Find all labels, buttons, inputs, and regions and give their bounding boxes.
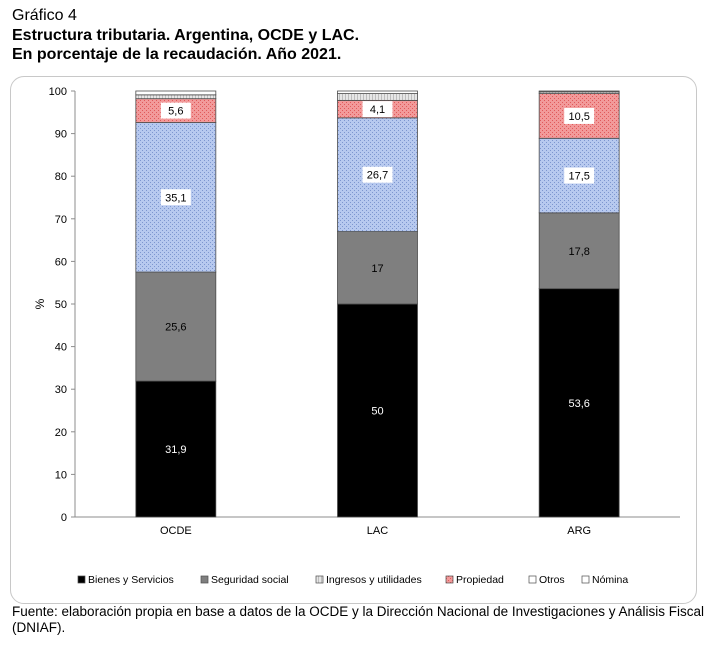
y-tick-label: 40 <box>55 342 67 354</box>
data-label: 10,5 <box>568 111 589 123</box>
data-label: 4,1 <box>370 104 385 116</box>
x-tick-label: OCDE <box>160 525 192 537</box>
bar-segment <box>538 90 620 93</box>
source-note: Fuente: elaboración propia en base a dat… <box>12 604 704 635</box>
y-tick-label: 20 <box>55 427 67 439</box>
data-label: 17,5 <box>568 171 589 183</box>
y-tick-label: 80 <box>55 171 67 183</box>
legend-swatch <box>445 575 454 584</box>
legend-swatch <box>200 575 209 584</box>
legend-label: Bienes y Servicios <box>88 574 174 586</box>
figure-caption: Gráfico 4 <box>12 7 77 24</box>
bar-segment <box>538 288 620 518</box>
legend-swatch <box>315 575 324 584</box>
legend-label: Ingresos y utilidades <box>326 574 422 586</box>
data-label: 50 <box>371 406 383 418</box>
y-tick-label: 60 <box>55 256 67 268</box>
y-tick-label: 50 <box>55 299 67 311</box>
data-label-box <box>362 166 393 183</box>
bar-segment <box>337 93 418 101</box>
legend-label: Otros <box>539 574 565 586</box>
data-label-box <box>362 101 393 118</box>
x-tick-label: LAC <box>367 525 388 537</box>
bar-segment <box>135 90 217 96</box>
data-label: 5,6 <box>168 106 183 118</box>
data-label: 53,6 <box>568 398 589 410</box>
legend-label: Seguridad social <box>211 574 289 586</box>
legend-swatch <box>77 575 86 584</box>
y-tick-label: 10 <box>55 469 67 481</box>
bar-segment <box>337 231 418 305</box>
chart-title-line-1: Estructura tributaria. Argentina, OCDE y… <box>12 27 360 44</box>
data-label: 17,8 <box>568 246 589 258</box>
bar-segment <box>135 94 217 100</box>
legend-label: Nómina <box>592 574 628 586</box>
bar-segment <box>337 90 418 94</box>
y-tick-label: 70 <box>55 214 67 226</box>
data-label: 35,1 <box>165 192 186 204</box>
data-label: 26,7 <box>367 170 388 182</box>
data-label-box <box>160 189 191 206</box>
chart-header: Gráfico 4 Estructura tributaria. Argenti… <box>12 6 359 64</box>
y-tick-label: 0 <box>61 512 67 524</box>
y-axis-label: % <box>33 298 47 309</box>
y-tick-label: 30 <box>55 384 67 396</box>
data-label: 31,9 <box>165 444 186 456</box>
data-label-box <box>564 167 595 184</box>
data-label-box <box>564 107 595 124</box>
legend-swatch <box>581 575 590 584</box>
data-label: 25,6 <box>165 322 186 334</box>
bar-segment <box>337 303 418 518</box>
bar-segment <box>538 212 620 290</box>
chart-title-line-2: En porcentaje de la recaudación. Año 202… <box>12 46 342 63</box>
data-label: 17 <box>371 263 383 275</box>
x-tick-label: ARG <box>567 525 591 537</box>
legend-label: Propiedad <box>456 574 504 586</box>
y-tick-label: 90 <box>55 129 67 141</box>
data-label-box <box>160 102 191 119</box>
legend-swatch <box>528 575 537 584</box>
y-tick-label: 100 <box>49 86 67 98</box>
